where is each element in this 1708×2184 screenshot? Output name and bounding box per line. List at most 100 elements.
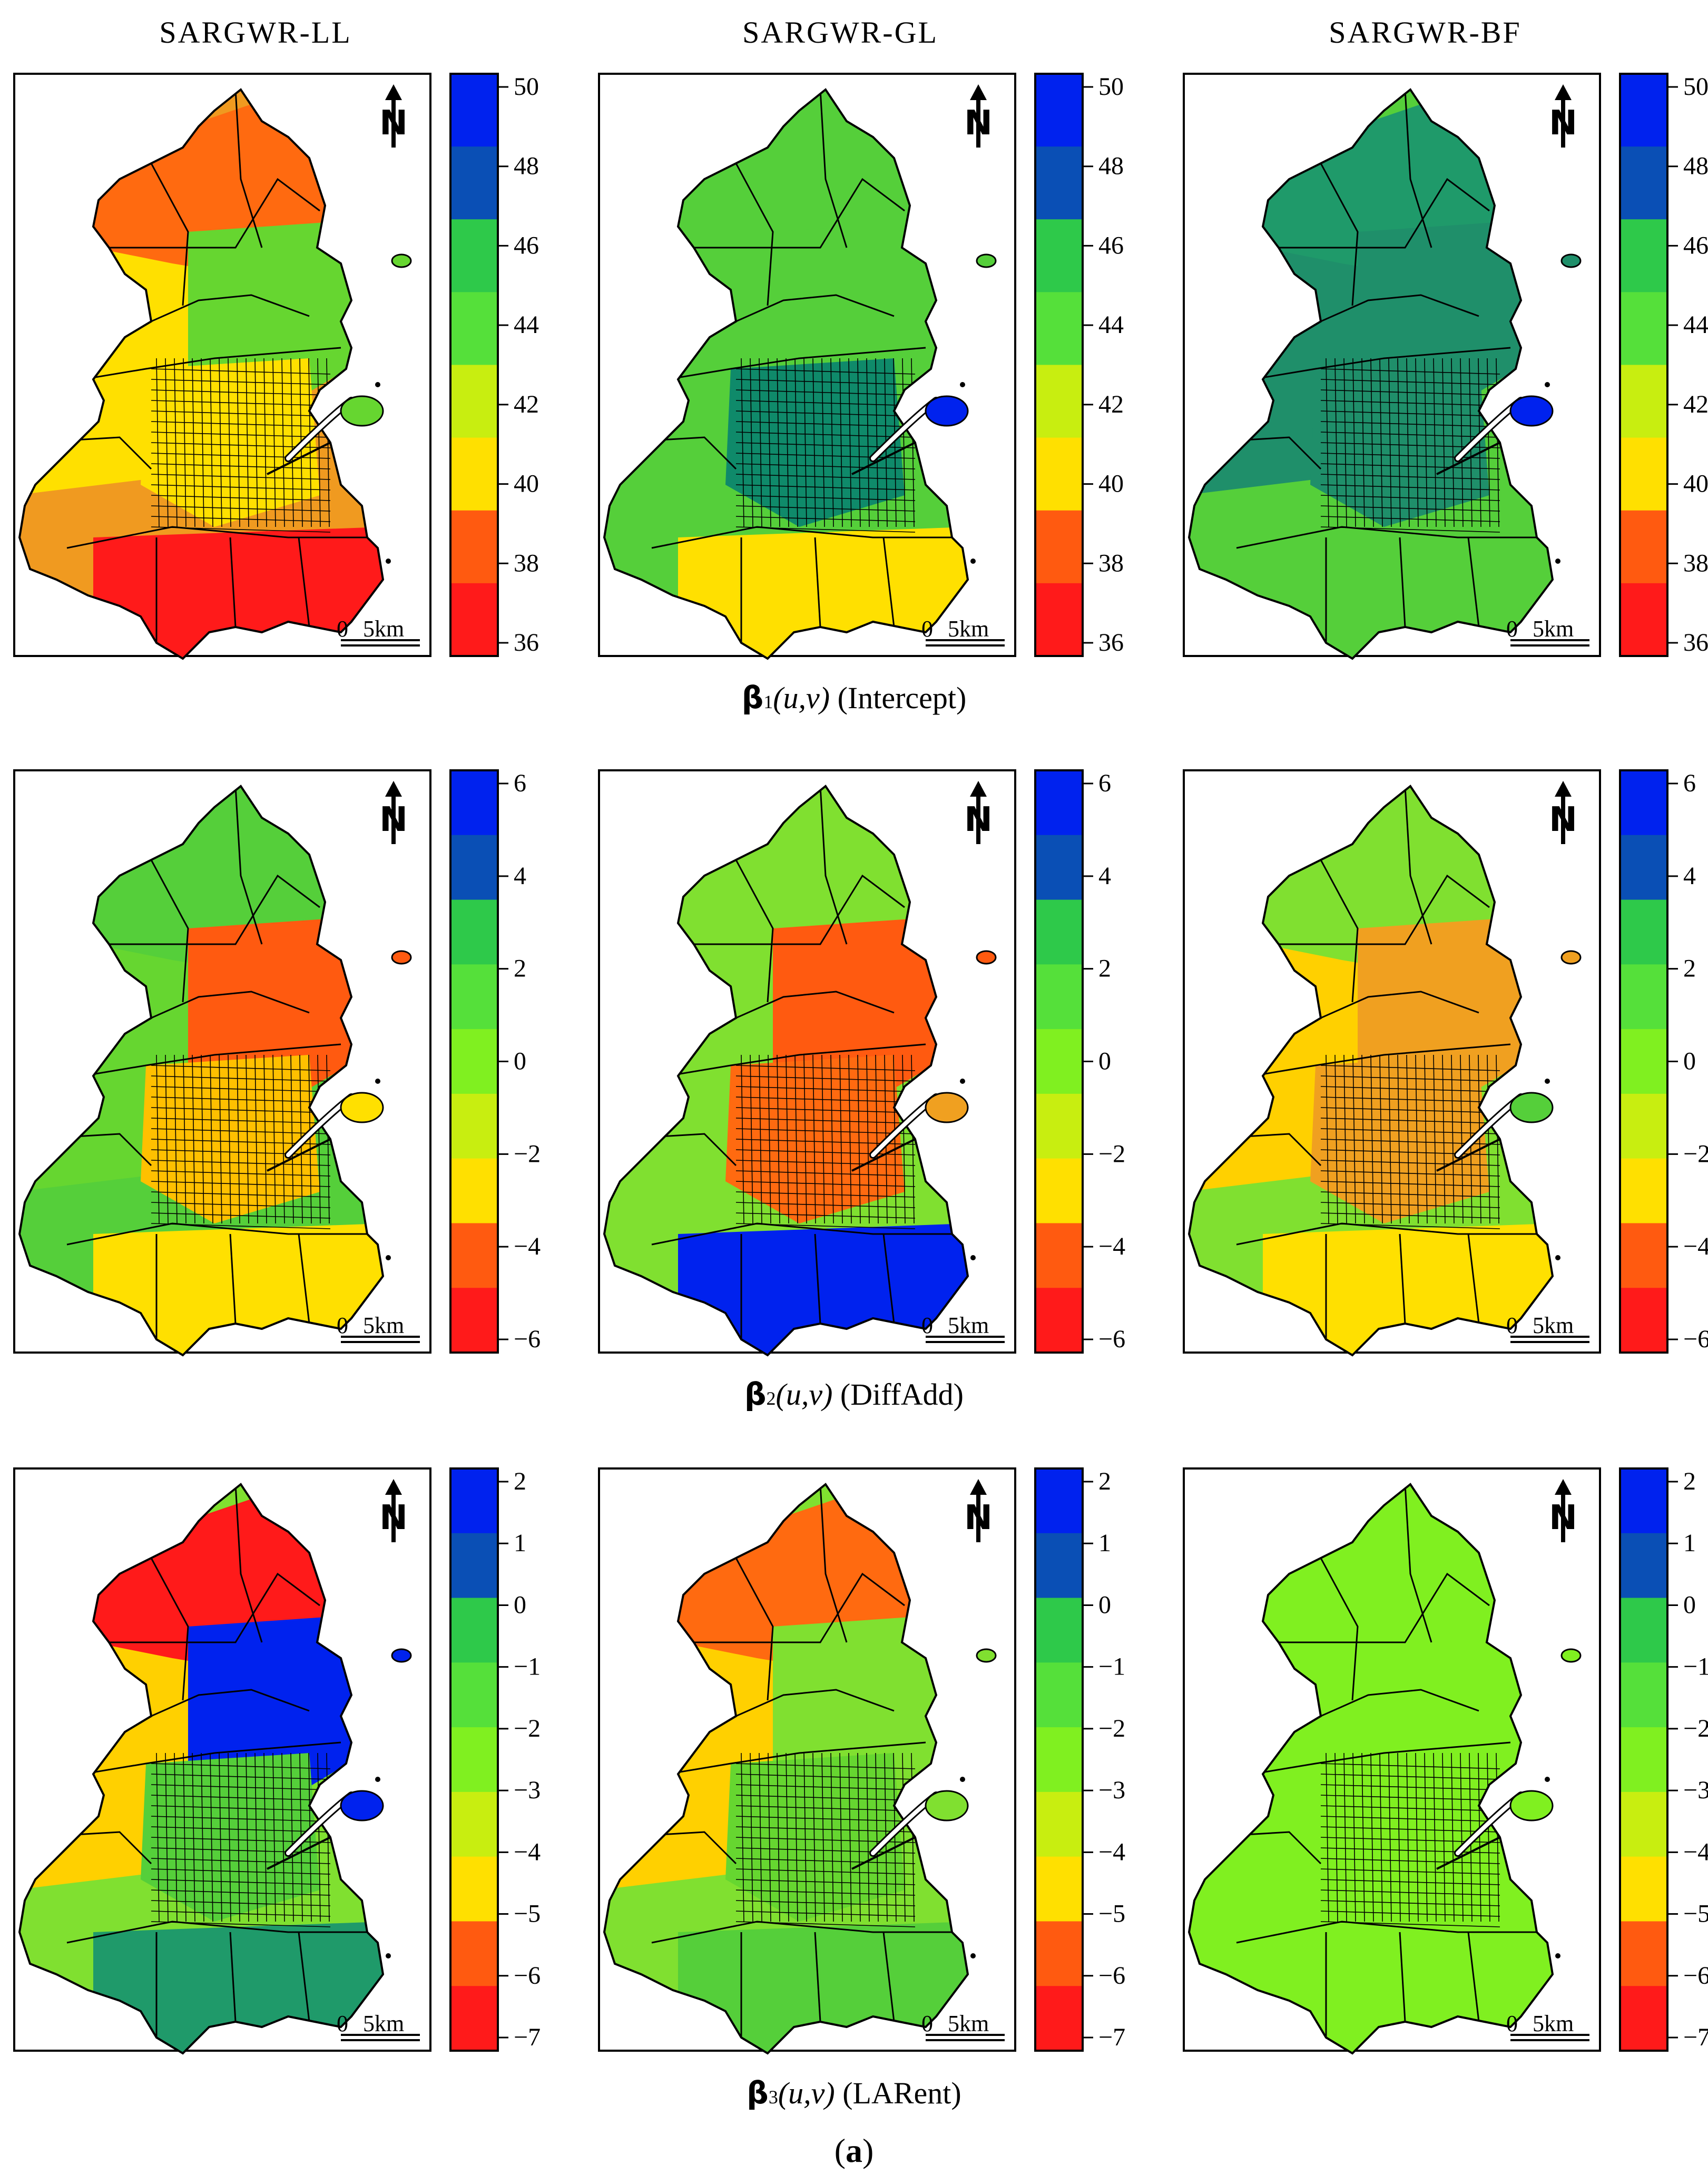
north-arrow-label: N: [379, 1499, 408, 1537]
legend-swatch: [1035, 437, 1083, 511]
legend-tick-label: 38: [514, 549, 539, 577]
coordinate-args: (u,v): [773, 681, 830, 715]
legend-tick-label: 46: [514, 231, 539, 259]
legend-tick-label: 1: [1098, 1529, 1111, 1557]
figure-label: (a): [834, 2132, 874, 2169]
island-bay: [925, 1790, 969, 1821]
legend-swatch: [1035, 835, 1083, 900]
legend-swatch: [450, 1533, 498, 1599]
legend-swatch: [1035, 1533, 1083, 1599]
legend-swatch: [1035, 292, 1083, 366]
color-legend: 6 4 2 0 −2 −4 −6: [1619, 769, 1708, 1354]
legend-tick-label: −4: [1683, 1838, 1708, 1866]
island-north: [391, 253, 412, 268]
variable-name: (Intercept): [830, 681, 967, 715]
legend-tick-label: 2: [1098, 1467, 1111, 1495]
legend-swatch: [1035, 1727, 1083, 1793]
map-panel-1-1: N 0 5km 50 48 46 44 42 40 38 36: [13, 73, 539, 660]
island-bay: [925, 1092, 969, 1123]
legend-swatch: [1620, 1288, 1667, 1353]
legend-swatch: [1035, 1468, 1083, 1534]
legend-tick-label: 50: [1098, 73, 1124, 101]
legend-swatch: [1035, 1158, 1083, 1224]
map-panel-3-1: N 0 5km 2 1 0 −1 −2 −3 −4 −5 −6 −7: [13, 1467, 541, 2055]
legend-tick-label: 44: [514, 311, 539, 339]
legend-tick-label: 40: [1098, 470, 1124, 498]
scale-bar: 0 5km: [921, 2011, 1005, 2041]
legend-swatch: [1035, 1662, 1083, 1728]
legend-swatch: [450, 1029, 498, 1094]
legend-tick-label: −3: [1683, 1776, 1708, 1804]
legend-swatch: [1035, 1921, 1083, 1987]
legend-tick-label: 0: [1098, 1591, 1111, 1619]
legend-swatch: [1035, 1288, 1083, 1353]
svg-text:5km: 5km: [1533, 2011, 1574, 2036]
beta-symbol: β: [744, 1376, 767, 1412]
legend-tick-label: −4: [1683, 1232, 1708, 1260]
legend-tick-label: 0: [1683, 1047, 1696, 1075]
legend-swatch: [1035, 1598, 1083, 1663]
island-bay: [1509, 1790, 1554, 1821]
north-arrow-label: N: [964, 800, 993, 839]
legend-swatch: [450, 219, 498, 293]
legend-swatch: [1620, 437, 1667, 511]
legend-tick-label: −2: [1683, 1715, 1708, 1742]
color-legend: 50 48 46 44 42 40 38 36: [1034, 73, 1124, 657]
legend-tick-label: 0: [1683, 1591, 1696, 1619]
map-panel-2-3: N 0 5km 6 4 2 0 −2 −4 −6: [1183, 769, 1708, 1357]
north-arrow-label: N: [379, 800, 408, 839]
legend-swatch: [1035, 219, 1083, 293]
legend-swatch: [1620, 1921, 1667, 1987]
island-north: [391, 1648, 412, 1663]
legend-swatch: [450, 1223, 498, 1289]
legend-swatch: [1620, 74, 1667, 148]
legend-tick-label: 36: [1683, 629, 1708, 657]
legend-tick-label: −6: [514, 1962, 541, 1990]
legend-swatch: [1620, 1856, 1667, 1922]
svg-text:0: 0: [337, 1313, 348, 1338]
legend-swatch: [1620, 583, 1667, 657]
legend-swatch: [450, 899, 498, 965]
legend-swatch: [1035, 1986, 1083, 2051]
svg-text:5km: 5km: [1533, 1313, 1574, 1338]
legend-swatch: [1620, 510, 1667, 584]
color-legend: 50 48 46 44 42 40 38 36: [1619, 73, 1708, 657]
legend-tick-label: 40: [1683, 470, 1708, 498]
legend-tick-label: −2: [1683, 1140, 1708, 1168]
legend-swatch: [450, 1791, 498, 1857]
legend-swatch: [1620, 1986, 1667, 2051]
svg-text:5km: 5km: [1533, 616, 1574, 642]
legend-swatch: [1035, 1223, 1083, 1289]
svg-text:5km: 5km: [948, 2011, 989, 2036]
legend-swatch: [450, 583, 498, 657]
legend-tick-label: 42: [514, 390, 539, 418]
map-panel-3-3: N 0 5km 2 1 0 −1 −2 −3 −4 −5 −6 −7: [1183, 1467, 1708, 2055]
legend-swatch: [1620, 1791, 1667, 1857]
legend-tick-label: −4: [1098, 1232, 1125, 1260]
legend-tick-label: −5: [1098, 1900, 1125, 1928]
legend-swatch: [1035, 964, 1083, 1030]
scale-bar: 0 5km: [921, 616, 1005, 647]
legend-tick-label: 48: [514, 152, 539, 180]
coordinate-args: (u,v): [776, 1377, 833, 1412]
map-panel-2-2: N 0 5km 6 4 2 0 −2 −4 −6: [598, 769, 1125, 1357]
scale-bar: 0 5km: [921, 1313, 1005, 1343]
legend-tick-label: −6: [1683, 1962, 1708, 1990]
map-panel-3-2: N 0 5km 2 1 0 −1 −2 −3 −4 −5 −6 −7: [598, 1467, 1125, 2055]
legend-tick-label: 50: [514, 73, 539, 101]
legend-tick-label: 46: [1098, 231, 1124, 259]
legend-tick-label: 2: [1683, 1467, 1696, 1495]
legend-tick-label: 38: [1098, 549, 1124, 577]
legend-tick-label: 0: [514, 1591, 526, 1619]
legend-swatch: [1035, 1791, 1083, 1857]
legend-swatch: [1035, 146, 1083, 220]
svg-text:5km: 5km: [363, 1313, 404, 1338]
column-title-bf: SARGWR-BF: [1329, 15, 1522, 50]
legend-swatch: [1620, 964, 1667, 1030]
legend-tick-label: −1: [1098, 1653, 1125, 1681]
legend-tick-label: −6: [1098, 1325, 1125, 1353]
legend-swatch: [450, 1856, 498, 1922]
legend-swatch: [450, 770, 498, 836]
legend-tick-label: 42: [1098, 390, 1124, 418]
color-legend: 6 4 2 0 −2 −4 −6: [1034, 769, 1125, 1354]
